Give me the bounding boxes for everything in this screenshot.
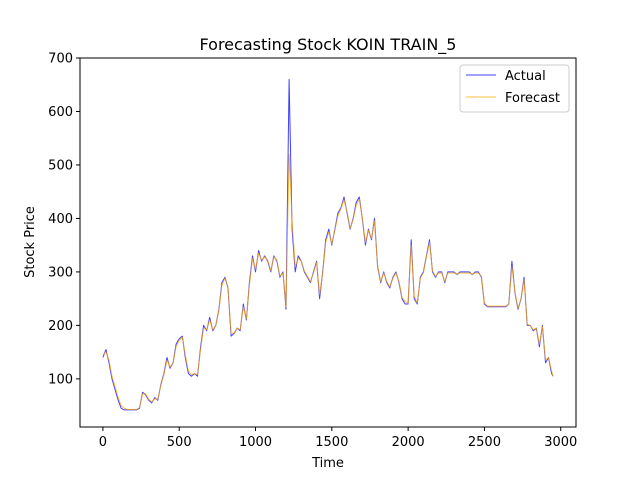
x-tick-label: 3000 — [544, 435, 577, 450]
y-tick-label: 200 — [48, 319, 73, 334]
y-axis: 100 200 300 400 500 600 700 — [48, 52, 80, 387]
x-tick-label: 0 — [99, 435, 107, 450]
legend: Actual Forecast — [459, 64, 570, 113]
legend-box — [459, 64, 570, 113]
y-tick-label: 600 — [48, 105, 73, 120]
y-tick-label: 500 — [48, 158, 73, 173]
x-tick-label: 1000 — [239, 435, 272, 450]
y-tick-label: 400 — [48, 212, 73, 227]
y-axis-label: Stock Price — [23, 206, 38, 278]
legend-label-forecast: Forecast — [505, 91, 560, 106]
x-tick-label: 1500 — [315, 435, 348, 450]
y-tick-label: 100 — [48, 372, 73, 387]
y-tick-label: 700 — [48, 52, 73, 67]
x-tick-label: 2000 — [392, 435, 425, 450]
y-tick-label: 300 — [48, 265, 73, 280]
x-axis-label: Time — [311, 456, 344, 471]
plot-area — [79, 57, 577, 428]
series-group — [102, 78, 554, 411]
legend-label-actual: Actual — [505, 69, 546, 84]
x-axis: 0 500 1000 1500 2000 2500 3000 — [99, 427, 577, 450]
chart-title: Forecasting Stock KOIN TRAIN_5 — [200, 35, 457, 55]
series-line-forecast — [102, 153, 554, 410]
x-tick-label: 500 — [167, 435, 192, 450]
plot-frame — [79, 57, 577, 428]
x-tick-label: 2500 — [468, 435, 501, 450]
